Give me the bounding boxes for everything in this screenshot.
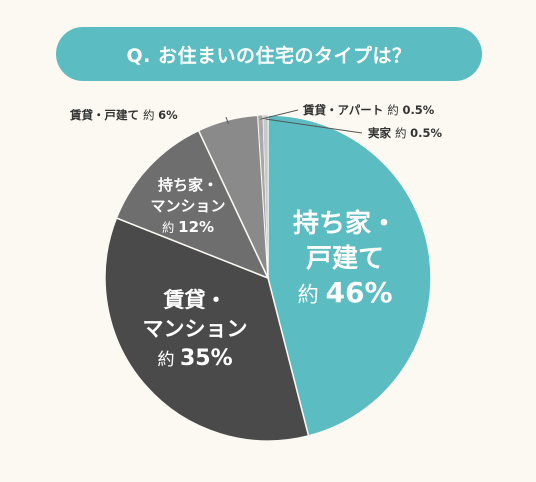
chart-title: Q. お住まいの住宅のタイプは？ [126,44,412,67]
label-owned-mansion-line1: 持ち家・ [158,176,218,194]
label-owned-house-line1: 持ち家・ [293,208,397,239]
label-rented-apartment: 賃貸・アパート 約 0.5% [302,103,435,117]
pie-slice-parents-home [262,114,269,279]
label-owned-house-line2: 戸建て [306,244,384,274]
pie-slice-rented-mansion [104,217,310,442]
label-rented-mansion-line2: マンション [143,317,248,341]
leader-line-parents-home [265,118,363,134]
label-owned-mansion-value: 約 12% [162,218,214,236]
leader-line-rented-apartment [260,109,299,120]
label-rented-house: 賃貸・戸建て 約 6% [69,108,178,122]
title-banner: Q. お住まいの住宅のタイプは？ [56,27,482,81]
label-owned-mansion-line2: マンション [150,197,225,215]
label-owned-house-value: 約 46% [297,276,392,309]
label-rented-mansion-line1: 賃貸・ [163,288,227,312]
pie-slice-owned-house [267,114,432,437]
leader-line-rented-house [225,116,229,125]
label-rented-mansion-value: 約 35% [157,346,232,371]
pie-slice-owned-mansion [115,129,270,280]
label-parents-home: 実家 約 0.5% [368,126,443,140]
